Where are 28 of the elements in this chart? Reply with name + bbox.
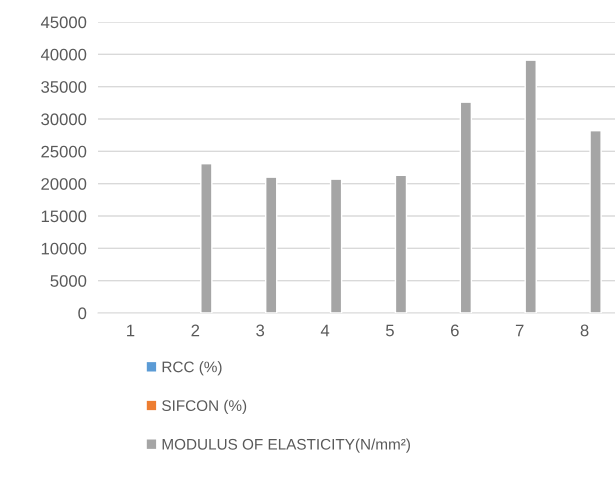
x-tick-label: 5 xyxy=(386,324,394,336)
bar xyxy=(330,178,342,313)
legend-label: MODULUS OF ELASTICITY(N/mm²) xyxy=(162,438,410,453)
y-tick-label: 45000 xyxy=(40,16,86,28)
y-tick-label: 20000 xyxy=(41,178,86,190)
x-tick-label: 3 xyxy=(256,324,264,336)
y-tick-label: 10000 xyxy=(42,242,86,255)
x-tick-label: 1 xyxy=(127,324,134,336)
x-tick-label: 7 xyxy=(516,324,524,336)
y-tick-label: 25000 xyxy=(41,146,86,158)
y-tick-label: 35000 xyxy=(41,81,86,93)
x-tick-label: 6 xyxy=(451,324,459,336)
bar xyxy=(265,176,278,313)
y-tick-label: 30000 xyxy=(41,113,86,126)
legend-label: RCC (%) xyxy=(162,361,222,376)
y-tick-label: 40000 xyxy=(40,48,86,61)
y-tick-label: 15000 xyxy=(42,210,86,222)
bar xyxy=(200,162,213,313)
bar xyxy=(524,59,537,313)
x-tick-label: 4 xyxy=(320,324,330,336)
y-tick-label: 0 xyxy=(78,307,86,320)
bar xyxy=(460,101,472,313)
x-tick-label: 2 xyxy=(192,324,200,336)
x-tick-label: 8 xyxy=(580,324,588,336)
y-tick-label: 5000 xyxy=(50,275,86,287)
legend-label: SIFCON (%) xyxy=(162,400,246,414)
bar xyxy=(394,174,408,313)
bar xyxy=(589,130,602,313)
